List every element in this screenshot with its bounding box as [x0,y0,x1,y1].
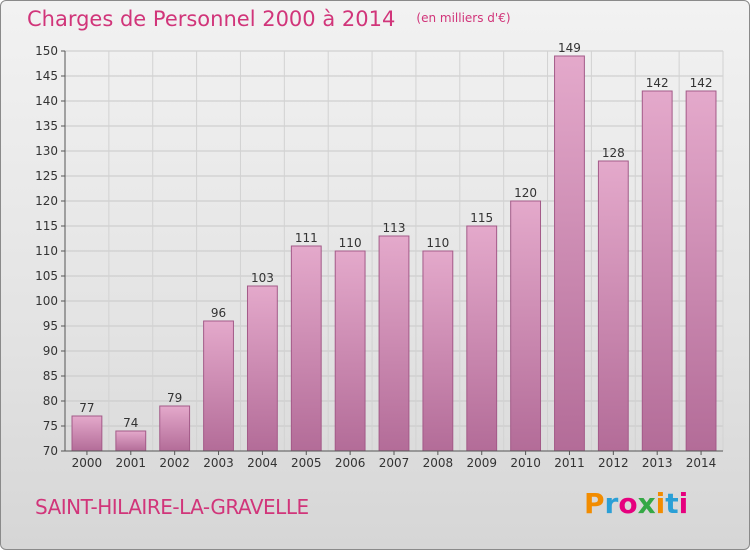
bar [115,430,147,452]
data-label: 128 [602,146,625,160]
x-tick-label: 2001 [116,456,147,470]
data-label: 103 [251,271,274,285]
data-label: 110 [339,236,362,250]
axes: 70 75 80 85 90 95 100 105 110 115 120 125 130 135 140 1… [35,44,723,470]
y-tick-label: 95 [43,319,58,333]
y-tick-label: 125 [35,169,58,183]
x-tick-label: 2012 [598,456,629,470]
y-tick-label: 110 [35,244,58,258]
bar [685,90,717,452]
x-tick-label: 2000 [72,456,103,470]
bar [554,55,585,452]
logo-letter: r [604,487,619,520]
y-tick-label: 80 [43,394,58,408]
y-tick-label: 120 [35,194,58,208]
y-tick-label: 150 [35,44,58,58]
bar [422,250,454,452]
y-tick-label: 115 [35,219,58,233]
logo-letter: P [584,487,605,520]
bar [597,160,629,452]
data-label: 74 [123,416,138,430]
x-tick-label: 2009 [466,456,497,470]
y-tick-label: 135 [35,119,58,133]
data-label: 113 [383,221,406,235]
data-label: 142 [646,76,669,90]
data-label: 142 [690,76,713,90]
x-tick-label: 2002 [159,456,190,470]
x-tick-label: 2010 [510,456,541,470]
bar [334,250,366,452]
y-tick-label: 130 [35,144,58,158]
commune-name: SAINT-HILAIRE-LA-GRAVELLE [35,495,309,519]
x-tick-label: 2007 [379,456,410,470]
data-label: 115 [470,211,493,225]
x-tick-label: 2011 [554,456,585,470]
x-tick-label: 2008 [423,456,454,470]
y-tick-label: 90 [43,344,58,358]
bar [466,225,498,452]
title-row: Charges de Personnel 2000 à 2014 (en mil… [27,7,511,31]
bar [378,235,410,452]
y-tick-label: 75 [43,419,58,433]
y-tick-label: 70 [43,444,58,458]
x-tick-label: 2005 [291,456,322,470]
data-label: 120 [514,186,537,200]
bar [71,415,103,452]
logo-letter: x [637,487,656,520]
data-label: 79 [167,391,182,405]
x-tick-label: 2014 [686,456,717,470]
y-tick-label: 85 [43,369,58,383]
data-label: 149 [558,41,581,55]
data-label: 110 [426,236,449,250]
data-label: 111 [295,231,318,245]
x-tick-label: 2006 [335,456,366,470]
y-tick-label: 105 [35,269,58,283]
chart-subtitle: (en milliers d'€) [416,11,511,25]
x-tick-label: 2003 [203,456,234,470]
logo-letter: t [665,487,679,520]
bar [290,245,322,452]
chart-title: Charges de Personnel 2000 à 2014 [27,7,396,31]
bar [159,405,191,452]
bar [203,320,234,452]
logo-letter: i [655,487,666,520]
y-tick-label: 145 [35,69,58,83]
y-tick-label: 100 [35,294,58,308]
bar [246,285,278,452]
proxiti-logo: Proxiti [584,487,688,520]
bar [510,200,542,452]
data-label: 96 [211,306,226,320]
logo-letter: i [678,487,689,520]
x-tick-label: 2013 [642,456,673,470]
y-tick-label: 140 [35,94,58,108]
data-label: 77 [79,401,94,415]
bars: 77 74 79 96 103 111 110 113 110 115 120 149 128 142 14… [71,41,717,452]
x-tick-label: 2004 [247,456,278,470]
bar [641,90,673,452]
logo-letter: o [618,487,638,520]
